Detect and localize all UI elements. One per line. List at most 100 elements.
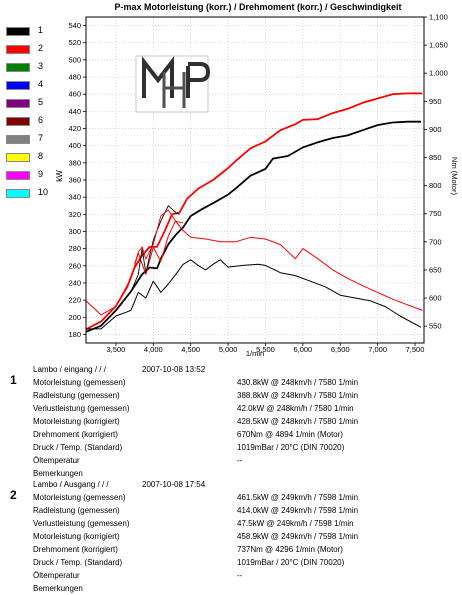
- run-row: Drehmoment (korrigiert) 670Nm @ 4894 1/mi…: [33, 430, 453, 441]
- y-left-tick-label: 220: [68, 296, 81, 305]
- y-right-tick-label: 900: [429, 125, 442, 134]
- x-tick-label: 4,500: [181, 345, 200, 354]
- y-right-tick-label: 1,050: [429, 41, 448, 50]
- series-2-power-line: [85, 92, 423, 331]
- y-right-tick-label: 650: [429, 265, 442, 274]
- legend-number: 9: [38, 169, 44, 179]
- run-number: 1: [10, 373, 17, 387]
- run-title: Lambo / eingang / / /: [33, 365, 106, 374]
- row-label: Verlustleistung (gemessen): [33, 519, 130, 528]
- row-value: 737Nm @ 4296 1/min (Motor): [237, 545, 343, 554]
- row-label: Motorleistung (korrigiert): [33, 417, 120, 426]
- legend-item: 7: [4, 132, 52, 150]
- run-row: Öltemperatur --: [33, 456, 453, 467]
- run-row: Druck / Temp. (Standard) 1019mBar / 20°C …: [33, 443, 453, 454]
- y-right-tick-label: 1,000: [429, 69, 448, 78]
- legend-item: 8: [4, 150, 52, 168]
- legend-item: 3: [4, 60, 52, 78]
- x-tick-label: 5,000: [219, 345, 238, 354]
- legend-item: 9: [4, 168, 52, 186]
- row-label: Druck / Temp. (Standard): [33, 443, 123, 452]
- row-value: 42.0kW @ 248km/h / 7580 1/min: [237, 404, 354, 413]
- run-row: Motorleistung (gemessen) 430.8kW @ 248km/…: [33, 378, 453, 389]
- legend-swatch: [6, 117, 30, 126]
- legend-swatch: [6, 99, 30, 108]
- row-value: 670Nm @ 4894 1/min (Motor): [237, 430, 343, 439]
- legend-number: 5: [38, 97, 44, 107]
- row-value: 461.5kW @ 249km/h / 7598 1/min: [237, 493, 359, 502]
- legend-item: 5: [4, 96, 52, 114]
- y-left-tick-label: 320: [68, 210, 81, 219]
- run-row: Radleistung (gemessen) 388.8kW @ 248km/h …: [33, 391, 453, 402]
- legend-number: 10: [38, 187, 49, 197]
- run-row: Bemerkungen: [33, 469, 453, 480]
- run-row: Verlustleistung (gemessen) 42.0kW @ 248km…: [33, 404, 453, 415]
- row-label: Öltemperatur: [33, 456, 80, 465]
- y-left-tick-label: 480: [68, 73, 81, 82]
- series-2-torque-line: [85, 220, 423, 316]
- row-label: Motorleistung (gemessen): [33, 493, 126, 502]
- row-label: Radleistung (gemessen): [33, 506, 120, 515]
- x-tick-label: 3,500: [107, 345, 126, 354]
- y-left-tick-label: 380: [68, 158, 81, 167]
- row-value: 1019mBar / 20°C (DIN 70020): [237, 443, 345, 452]
- chart-title: P-max Motorleistung (korr.) / Drehmoment…: [114, 2, 401, 12]
- run-date: 2007-10-08 13:52: [142, 365, 206, 374]
- y-left-tick-label: 340: [68, 193, 81, 202]
- row-label: Öltemperatur: [33, 571, 80, 580]
- series-2-aux-line: [134, 209, 184, 265]
- legend: 1 2 3 4 5 6 7 8 9 10: [4, 24, 52, 204]
- legend-number: 2: [38, 43, 44, 53]
- y-left-tick-label: 280: [68, 244, 81, 253]
- row-label: Radleistung (gemessen): [33, 391, 120, 400]
- row-value: 1019mBar / 20°C (DIN 70020): [237, 558, 345, 567]
- row-value: 430.8kW @ 248km/h / 7580 1/min: [237, 378, 359, 387]
- y-left-tick-label: 540: [68, 21, 81, 30]
- run-row: Motorleistung (gemessen) 461.5kW @ 249km/…: [33, 493, 453, 504]
- y-left-tick-label: 520: [68, 38, 81, 47]
- y-right-tick-label: 950: [429, 97, 442, 106]
- legend-swatch: [6, 45, 30, 54]
- x-tick-label: 7,000: [368, 345, 387, 354]
- row-label: Druck / Temp. (Standard): [33, 558, 123, 567]
- x-tick-label: 5,500: [256, 345, 275, 354]
- legend-swatch: [6, 189, 30, 198]
- row-label: Bemerkungen: [33, 469, 83, 478]
- row-label: Bemerkungen: [33, 584, 83, 593]
- run-row: Öltemperatur --: [33, 571, 453, 582]
- y-right-tick-label: 600: [429, 294, 442, 303]
- y-right-tick-label: 800: [429, 181, 442, 190]
- legend-swatch: [6, 27, 30, 36]
- legend-number: 6: [38, 115, 44, 125]
- row-label: Motorleistung (korrigiert): [33, 532, 120, 541]
- row-label: Motorleistung (gemessen): [33, 378, 126, 387]
- row-value: 428.5kW @ 248km/h / 7580 1/min: [237, 417, 359, 426]
- series-1-torque-line: [86, 259, 422, 330]
- legend-number: 1: [38, 25, 44, 35]
- legend-number: 3: [38, 61, 44, 71]
- run-row: Motorleistung (korrigiert) 428.5kW @ 248k…: [33, 417, 453, 428]
- run-row: Bemerkungen: [33, 584, 453, 595]
- y-left-tick-label: 420: [68, 124, 81, 133]
- row-value: --: [237, 571, 243, 580]
- legend-item: 6: [4, 114, 52, 132]
- run-row: Motorleistung (korrigiert) 458.9kW @ 249k…: [33, 532, 453, 543]
- row-value: 414.0kW @ 249km/h / 7598 1/min: [237, 506, 359, 515]
- y-right-tick-label: 550: [429, 322, 442, 331]
- legend-number: 4: [38, 79, 44, 89]
- legend-swatch: [6, 63, 30, 72]
- dyno-chart: P-max Motorleistung (korr.) / Drehmoment…: [55, 2, 459, 358]
- y-left-tick-label: 440: [68, 107, 81, 116]
- grid: [86, 17, 424, 343]
- x-tick-label: 6,500: [331, 345, 350, 354]
- row-value: 47.5kW @ 249km/h / 7598 1/min: [237, 519, 354, 528]
- y-right-tick-label: 1,100: [429, 13, 448, 22]
- axes: 180 200 220 240 260 280 300 320 340 360 380 400 420 4…: [68, 13, 447, 355]
- y-left-tick-label: 260: [68, 261, 81, 270]
- y-right-tick-label: 850: [429, 153, 442, 162]
- row-value: 458.9kW @ 249km/h / 7598 1/min: [237, 532, 359, 541]
- row-value: 388.8kW @ 248km/h / 7580 1/min: [237, 391, 359, 400]
- y-left-tick-label: 200: [68, 313, 81, 322]
- legend-item: 10: [4, 186, 52, 204]
- legend-number: 7: [38, 133, 44, 143]
